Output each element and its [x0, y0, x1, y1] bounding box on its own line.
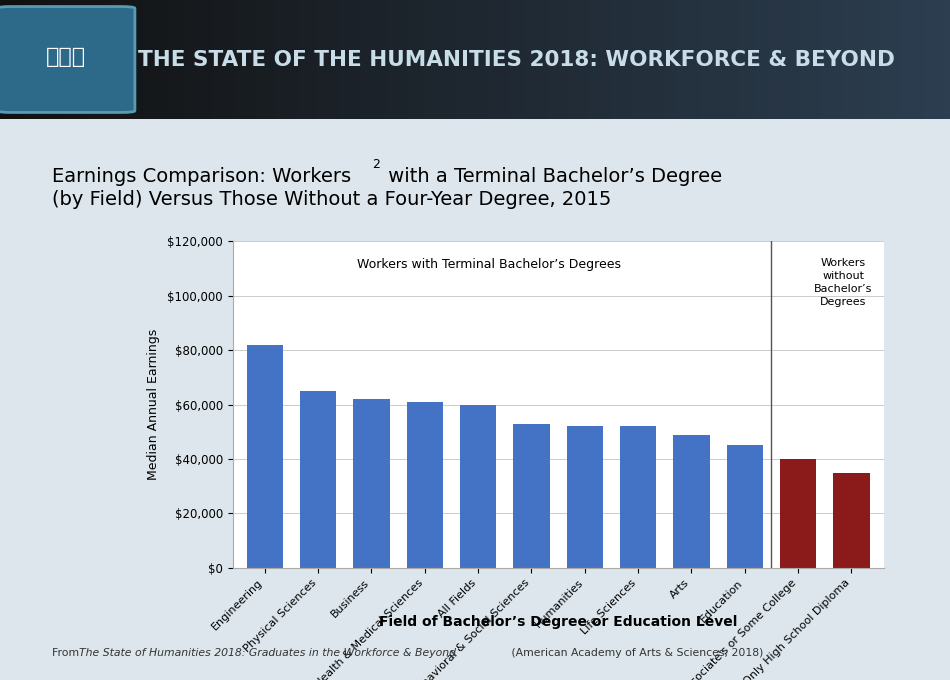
Text: (by Field) Versus Those Without a Four-Year Degree, 2015: (by Field) Versus Those Without a Four-Y… — [52, 190, 612, 209]
FancyBboxPatch shape — [0, 7, 135, 112]
Bar — [247, 345, 283, 568]
Bar — [727, 445, 763, 568]
Bar — [674, 435, 710, 568]
Bar — [513, 424, 550, 568]
Text: Workers with Terminal Bachelor’s Degrees: Workers with Terminal Bachelor’s Degrees — [357, 258, 620, 271]
Text: THE STATE OF THE HUMANITIES 2018: WORKFORCE & BEYOND: THE STATE OF THE HUMANITIES 2018: WORKFO… — [138, 50, 895, 69]
Text: 2: 2 — [372, 158, 380, 171]
Bar — [833, 473, 869, 568]
Bar — [780, 459, 816, 568]
Bar — [620, 426, 656, 568]
Bar — [407, 402, 443, 568]
Bar — [460, 405, 496, 568]
Bar — [566, 426, 603, 568]
Text: with a Terminal Bachelor’s Degree: with a Terminal Bachelor’s Degree — [382, 167, 722, 186]
Text: (American Academy of Arts & Sciences, 2018): (American Academy of Arts & Sciences, 20… — [508, 648, 764, 658]
Bar — [300, 391, 336, 568]
Text: From: From — [52, 648, 83, 658]
Text: ⛹⛹⛹: ⛹⛹⛹ — [46, 47, 86, 67]
Bar — [353, 399, 389, 568]
Y-axis label: Median Annual Earnings: Median Annual Earnings — [147, 329, 161, 480]
Text: Earnings Comparison: Workers: Earnings Comparison: Workers — [52, 167, 352, 186]
Text: Field of Bachelor’s Degree or Education Level: Field of Bachelor’s Degree or Education … — [379, 615, 738, 629]
Text: The State of Humanities 2018: Graduates in the Workforce & Beyond: The State of Humanities 2018: Graduates … — [79, 648, 456, 658]
Text: Workers
without
Bachelor’s
Degrees: Workers without Bachelor’s Degrees — [814, 258, 873, 307]
